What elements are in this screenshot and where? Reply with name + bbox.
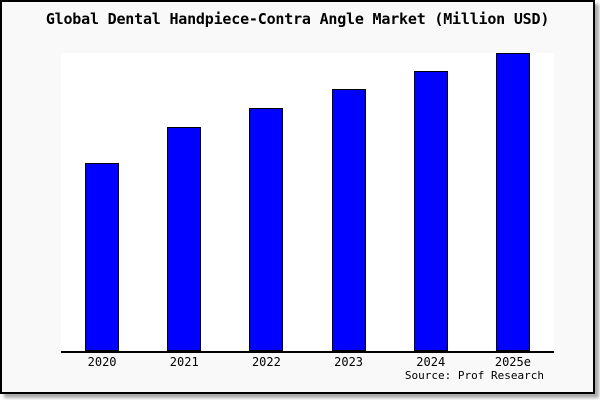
bar-2023 [331,88,366,351]
bar-2022 [249,107,284,351]
x-tick-label-2020: 2020 [87,355,117,369]
chart-title: Global Dental Handpiece-Contra Angle Mar… [45,10,550,28]
x-tick-label-2022: 2022 [251,355,281,369]
x-axis-labels: 2020 2021 2022 2023 2024 2025e [61,355,554,371]
x-tick-label-2023: 2023 [334,355,364,369]
x-tick-label-2021: 2021 [169,355,199,369]
plot-area [61,53,554,353]
x-tick-label-2025e: 2025e [494,355,531,369]
source-text: Source: Prof Research [404,369,544,382]
x-tick-label-2024: 2024 [416,355,446,369]
bar-2021 [167,126,202,351]
bar-2025e [495,53,530,351]
bar-2024 [413,70,448,351]
chart-card: Global Dental Handpiece-Contra Angle Mar… [0,0,595,394]
bar-2020 [85,163,120,351]
